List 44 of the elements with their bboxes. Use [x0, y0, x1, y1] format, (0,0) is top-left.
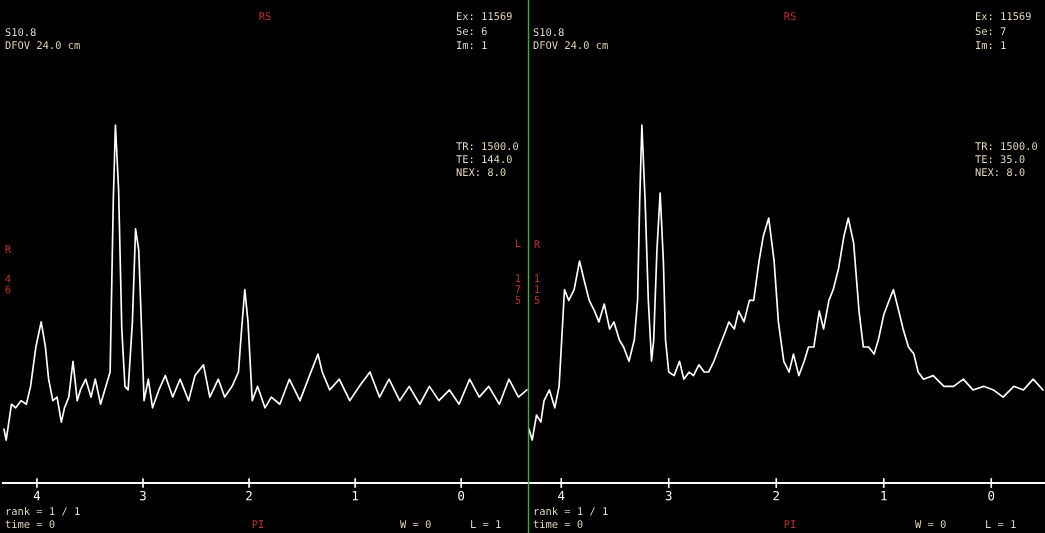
x-tick-label: 1: [352, 491, 359, 501]
text: PI: [252, 520, 264, 528]
text: rank = 1 / 1: [534, 506, 608, 516]
annotation: 4 6: [5, 274, 11, 294]
x-tick-label: 2: [773, 490, 779, 501]
text: RS: [259, 12, 271, 21]
x-tick-label: 0: [988, 490, 995, 501]
x-tick-label: 1: [881, 491, 887, 501]
x-tick-label: 3: [140, 490, 146, 501]
text: S10.8: [533, 28, 564, 37]
x-tick-label: 4: [558, 491, 565, 501]
annotation: R: [534, 240, 541, 248]
x-tick-label: 0: [458, 490, 465, 501]
text: time = 0: [533, 519, 583, 529]
text: W = 0: [400, 520, 431, 529]
annotation: TE: 35.0: [975, 155, 1025, 164]
text: Se: 6: [456, 27, 487, 36]
text: W = 0: [915, 520, 946, 529]
x-tick-label: 3: [665, 490, 672, 501]
annotation: TR: 1500.0: [456, 142, 519, 151]
text: L = 1: [471, 520, 501, 528]
annotation: NEX: 8.0: [975, 168, 1025, 177]
annotation: TE: 144.0: [456, 155, 512, 164]
annotation: TR: 1500.0: [975, 142, 1038, 151]
text: S10.8: [5, 28, 36, 37]
text: Im: 1: [976, 41, 1006, 49]
x-tick-label: 4: [33, 491, 41, 501]
text: Im: 1: [457, 41, 487, 49]
annotation: 1 1 5: [534, 274, 540, 304]
text: rank = 1 / 1: [6, 506, 80, 516]
text: PI: [784, 520, 796, 528]
text: Se: 7: [975, 27, 1006, 36]
annotation: L: [515, 239, 521, 247]
annotation: NEX: 8.0: [456, 168, 506, 177]
text: RS: [784, 12, 796, 21]
text: time = 0: [5, 519, 55, 529]
annotation: 1 7 5: [515, 274, 521, 304]
x-tick-label: 2: [246, 490, 252, 501]
text: DFOV 24.0 cm: [5, 41, 80, 50]
text: DFOV 24.0 cm: [533, 41, 608, 50]
annotation: R: [5, 245, 12, 253]
text: Ex: 11569: [976, 12, 1031, 21]
text: L = 1: [986, 520, 1016, 528]
text: Ex: 11569: [457, 12, 512, 21]
